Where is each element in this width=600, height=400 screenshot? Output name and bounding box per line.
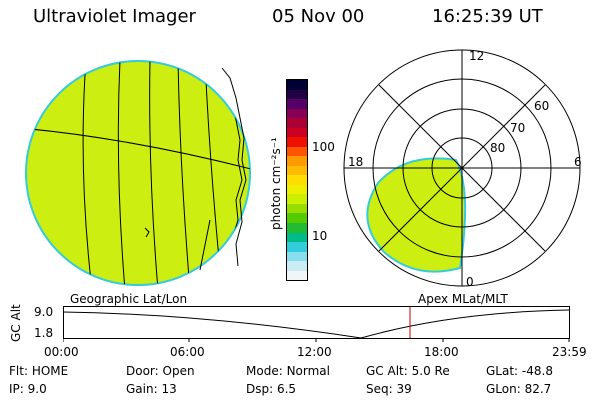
colorbar-swatch bbox=[287, 80, 307, 90]
instrument-title: Ultraviolet Imager bbox=[33, 6, 196, 27]
altitude-plot bbox=[63, 306, 570, 342]
mlt-label-0: 0 bbox=[466, 275, 474, 289]
apex-panel-label: Apex MLat/MLT bbox=[418, 292, 508, 306]
longitude-line bbox=[149, 61, 159, 285]
longitude-line bbox=[177, 61, 191, 285]
altitude-axis-label: GC Alt bbox=[9, 304, 23, 342]
colorbar-swatch bbox=[287, 232, 307, 243]
longitude-line bbox=[199, 219, 211, 271]
colorbar-swatch bbox=[287, 270, 307, 281]
geographic-image bbox=[25, 60, 251, 286]
info-glon: GLon: 82.7 bbox=[486, 382, 552, 396]
info-ip: IP: 9.0 bbox=[9, 382, 47, 396]
colorbar-swatch bbox=[287, 108, 307, 119]
colorbar-unit-label: photon cm⁻²s⁻¹ bbox=[269, 137, 283, 230]
colorbar-swatch bbox=[287, 137, 307, 147]
info-door: Door: Open bbox=[126, 364, 195, 378]
colorbar-swatch bbox=[287, 222, 307, 233]
colorbar-swatch bbox=[287, 99, 307, 109]
date-label: 05 Nov 00 bbox=[272, 6, 365, 27]
colorbar-swatch bbox=[287, 261, 307, 271]
x-tick-label: 00:00 bbox=[44, 345, 79, 359]
colorbar-swatch bbox=[287, 118, 307, 128]
colorbar-tick-100: 100 bbox=[312, 140, 335, 154]
geographic-panel-label: Geographic Lat/Lon bbox=[70, 292, 188, 306]
longitude-line bbox=[117, 61, 126, 285]
info-mode: Mode: Normal bbox=[246, 364, 330, 378]
info-flight: Flt: HOME bbox=[9, 364, 69, 378]
colorbar-swatch bbox=[287, 251, 307, 262]
earth-disk bbox=[25, 60, 251, 286]
mlat-label-60: 60 bbox=[534, 99, 549, 113]
altitude-tick-max: 9.0 bbox=[34, 305, 54, 319]
mlat-label-80: 80 bbox=[490, 141, 505, 155]
latitude-line bbox=[26, 127, 250, 171]
info-gain: Gain: 13 bbox=[126, 382, 177, 396]
colorbar-swatch bbox=[287, 146, 307, 157]
colorbar-swatch bbox=[287, 194, 307, 204]
colorbar-swatch bbox=[287, 203, 307, 214]
aurora-image bbox=[366, 157, 467, 273]
info-glat: GLat: -48.8 bbox=[486, 364, 553, 378]
colorbar-swatch bbox=[287, 127, 307, 138]
colorbar-swatch bbox=[287, 89, 307, 100]
x-tick-label: 23:59 bbox=[552, 345, 587, 359]
info-dsp: Dsp: 6.5 bbox=[246, 382, 297, 396]
colorbar-swatch bbox=[287, 184, 307, 195]
mlt-label-12: 12 bbox=[469, 49, 484, 63]
altitude-tick-min: 1.8 bbox=[34, 326, 54, 340]
altitude-curve bbox=[63, 309, 570, 339]
meridian-line bbox=[378, 84, 546, 252]
colorbar-tick-10: 10 bbox=[312, 229, 328, 243]
mlt-label-18: 18 bbox=[348, 155, 363, 169]
colorbar-swatch bbox=[287, 213, 307, 223]
mlt-label-6: 6 bbox=[574, 155, 582, 169]
x-tick-label: 18:00 bbox=[424, 345, 459, 359]
x-tick-label: 12:00 bbox=[297, 345, 332, 359]
polar-plot: 12 18 6 0 60 70 80 bbox=[343, 49, 582, 289]
altitude-plot-frame bbox=[63, 306, 570, 339]
info-gc-alt: GC Alt: 5.0 Re bbox=[366, 364, 450, 378]
colorbar bbox=[286, 79, 308, 281]
info-seq: Seq: 39 bbox=[366, 382, 412, 396]
colorbar-swatch bbox=[287, 156, 307, 166]
colorbar-swatch bbox=[287, 175, 307, 185]
mlat-label-70: 70 bbox=[510, 121, 525, 135]
coastline bbox=[221, 67, 247, 267]
time-label: 16:25:39 UT bbox=[432, 6, 543, 27]
x-tick-label: 06:00 bbox=[170, 345, 205, 359]
longitude-line bbox=[82, 61, 93, 285]
colorbar-swatch bbox=[287, 165, 307, 176]
coastline bbox=[144, 227, 150, 238]
colorbar-swatch bbox=[287, 242, 307, 252]
